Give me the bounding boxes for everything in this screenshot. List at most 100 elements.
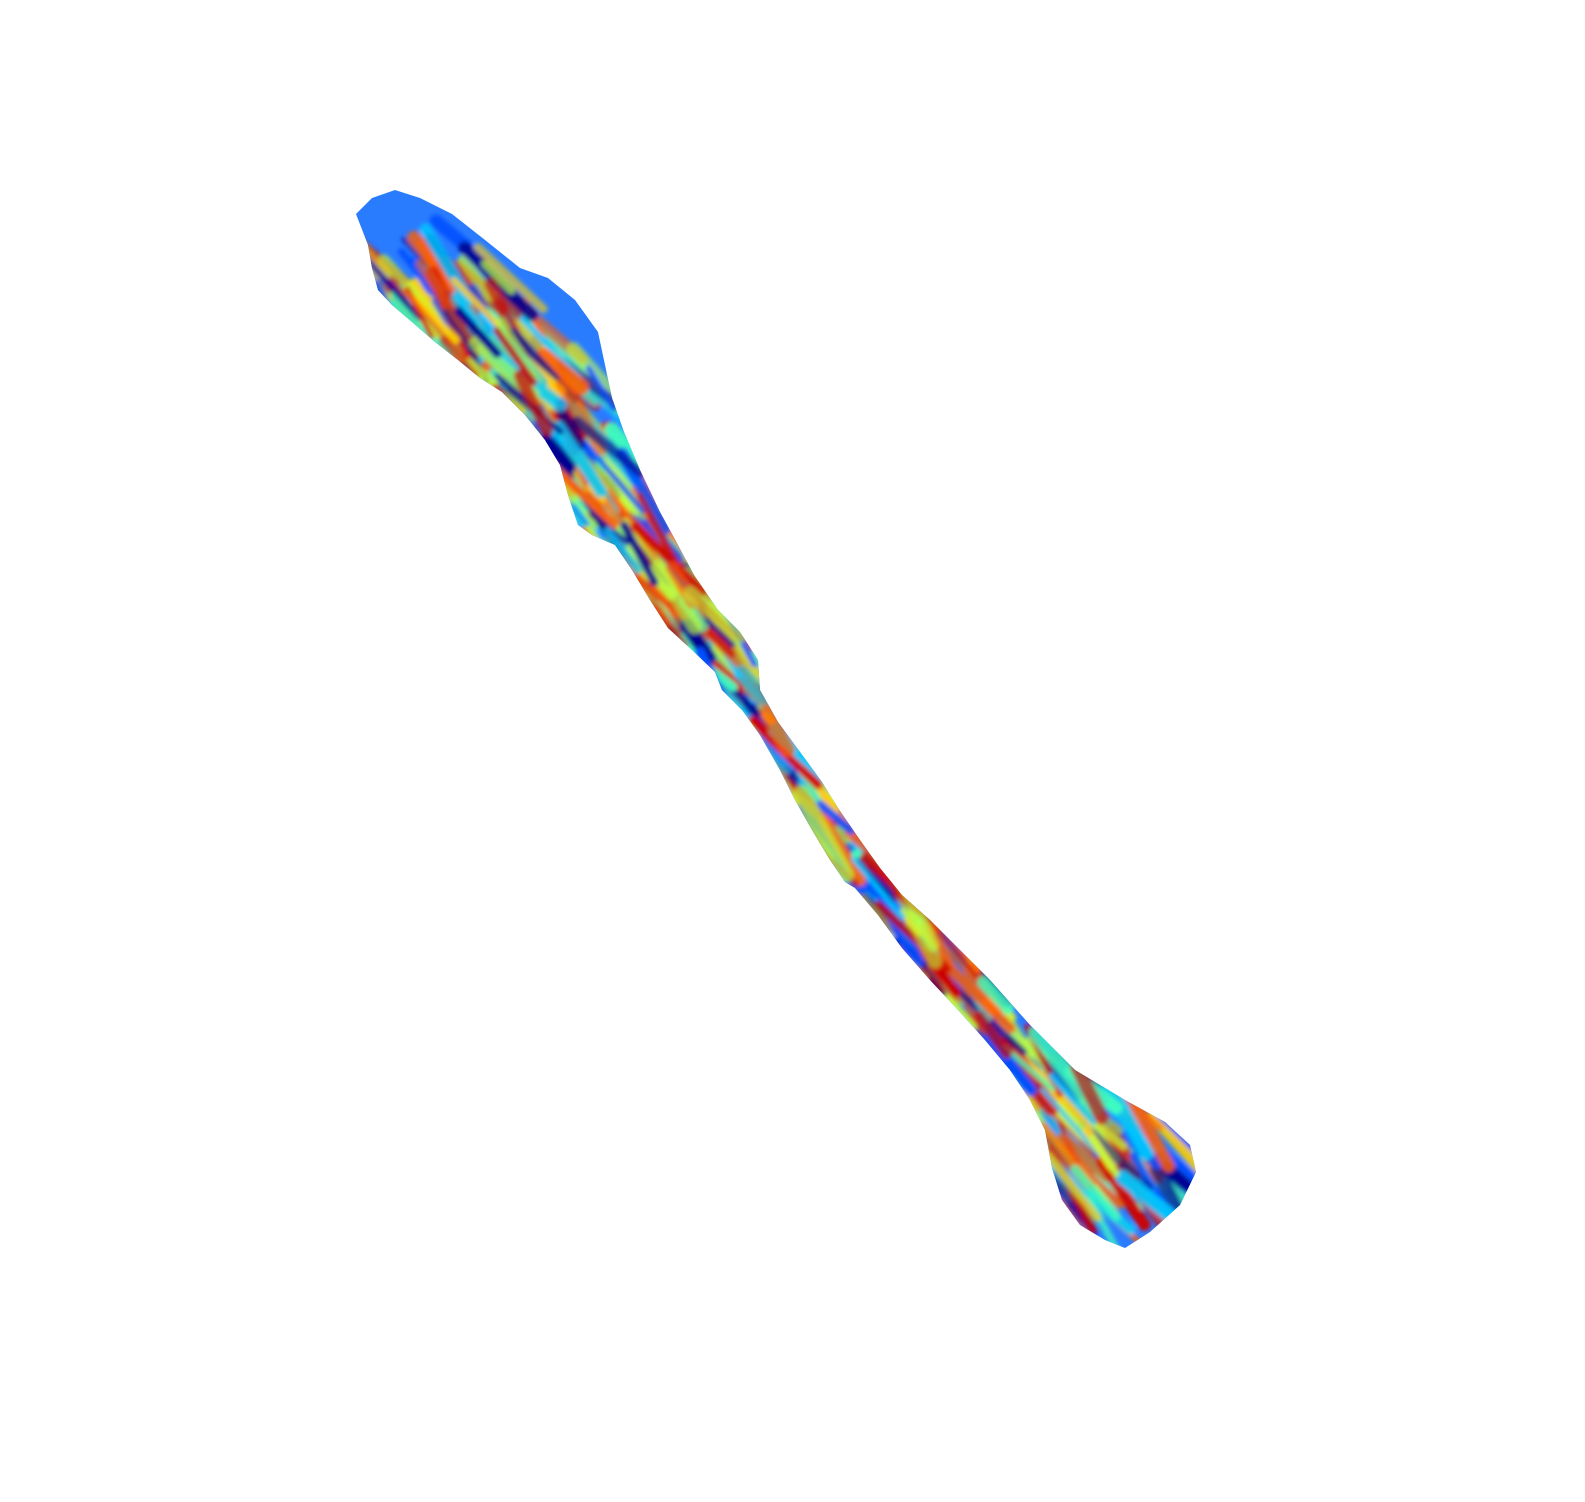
- surface-streak: [481, 259, 516, 295]
- surface-streak: [741, 760, 778, 829]
- surface-streak: [1081, 1186, 1128, 1248]
- surface-streak: [748, 636, 805, 697]
- surface-streak: [834, 906, 893, 966]
- surface-streak: [651, 585, 679, 619]
- surface-streak: [918, 870, 949, 908]
- surface-streak: [683, 586, 748, 644]
- surface-streak: [1044, 1151, 1102, 1222]
- surface-streak: [830, 776, 867, 814]
- surface-streak: [793, 784, 854, 883]
- surface-streak: [379, 315, 414, 375]
- surface-streak: [737, 751, 781, 809]
- surface-streak: [944, 1029, 1001, 1102]
- surface-streak: [473, 243, 548, 314]
- surface-streak: [954, 917, 1000, 963]
- surface-streak: [1007, 1112, 1052, 1188]
- surface-streak: [535, 347, 590, 395]
- surface-streak: [1095, 1155, 1151, 1231]
- surface-streak: [1088, 1117, 1128, 1151]
- surface-streak: [1055, 1031, 1091, 1062]
- surface-streak: [356, 292, 385, 340]
- surface-streak: [1048, 1072, 1097, 1126]
- surface-streak: [450, 277, 501, 328]
- surface-streak: [356, 230, 366, 264]
- surface-streak: [1159, 1150, 1196, 1225]
- surface-streak: [776, 691, 804, 735]
- surface-streak: [1007, 1104, 1046, 1150]
- surface-streak: [977, 976, 1014, 1015]
- surface-streak: [856, 795, 944, 867]
- surface-streak: [803, 709, 856, 765]
- surface-streak: [704, 617, 736, 648]
- surface-streak: [851, 856, 906, 920]
- surface-streak: [620, 521, 659, 587]
- surface-streak: [974, 938, 1022, 979]
- surface-streak: [1040, 1087, 1101, 1157]
- surface-streak: [789, 688, 852, 741]
- surface-streak: [728, 722, 765, 758]
- surface-streak: [419, 345, 461, 401]
- surface-streak: [769, 670, 816, 720]
- surface-streak: [1100, 1076, 1154, 1161]
- surface-streak: [513, 369, 553, 437]
- surface-streak: [743, 739, 773, 793]
- surface-streak: [575, 431, 646, 514]
- surface-streak: [746, 751, 785, 798]
- surface-streak: [830, 782, 868, 820]
- surface-streak: [816, 800, 856, 835]
- surface-streak: [836, 768, 865, 812]
- surface-streak: [883, 966, 917, 1001]
- surface-streak: [757, 664, 789, 703]
- surface-streak: [750, 767, 793, 828]
- surface-streak: [1002, 1044, 1056, 1092]
- surface-streak: [705, 697, 745, 733]
- surface-streak: [1069, 1060, 1110, 1125]
- surface-streak: [1089, 1134, 1120, 1177]
- surface-streak: [552, 420, 607, 498]
- surface-streak: [556, 408, 586, 450]
- surface-streak: [408, 337, 447, 376]
- surface-streak: [1045, 1008, 1079, 1035]
- surface-streak: [934, 953, 1016, 1034]
- surface-streak: [815, 876, 857, 926]
- surface-streak: [847, 783, 896, 824]
- surface-streak: [750, 643, 797, 687]
- surface-streak: [585, 365, 616, 412]
- surface-streak: [920, 909, 984, 985]
- surface-streak: [755, 652, 791, 687]
- surface-streak: [799, 720, 854, 782]
- surface-streak: [571, 416, 646, 478]
- surface-streak: [769, 790, 800, 826]
- surface-streak: [979, 938, 1005, 977]
- surface-streak: [397, 248, 441, 300]
- surface-streak: [454, 306, 502, 359]
- surface-streak: [947, 997, 976, 1029]
- surface-streak: [847, 774, 915, 842]
- surface-streak: [973, 1010, 1013, 1059]
- surface-streak: [504, 443, 562, 514]
- surface-streak: [999, 1088, 1033, 1137]
- surface-streak: [825, 768, 872, 807]
- surface-streak: [749, 751, 773, 785]
- surface-streak: [651, 559, 703, 635]
- surface-streak: [856, 856, 898, 903]
- surface-streak: [900, 866, 947, 906]
- surface-streak: [745, 736, 778, 787]
- surface-streak: [800, 719, 842, 763]
- surface-streak: [415, 258, 479, 344]
- surface-streak: [907, 874, 948, 918]
- surface-streak: [943, 903, 980, 940]
- surface-streak: [805, 845, 828, 879]
- surface-streak: [776, 672, 807, 712]
- surface-streak: [1087, 1129, 1153, 1192]
- surface-streak: [958, 1024, 984, 1062]
- surface-streak: [580, 549, 620, 603]
- surface-streak: [457, 255, 497, 303]
- surface-streak: [511, 448, 565, 500]
- surface-streak: [630, 521, 708, 597]
- surface-streak: [1066, 1043, 1106, 1078]
- surface-streak: [493, 326, 538, 386]
- surface-streak: [603, 526, 642, 575]
- surface-streak: [1070, 1164, 1121, 1222]
